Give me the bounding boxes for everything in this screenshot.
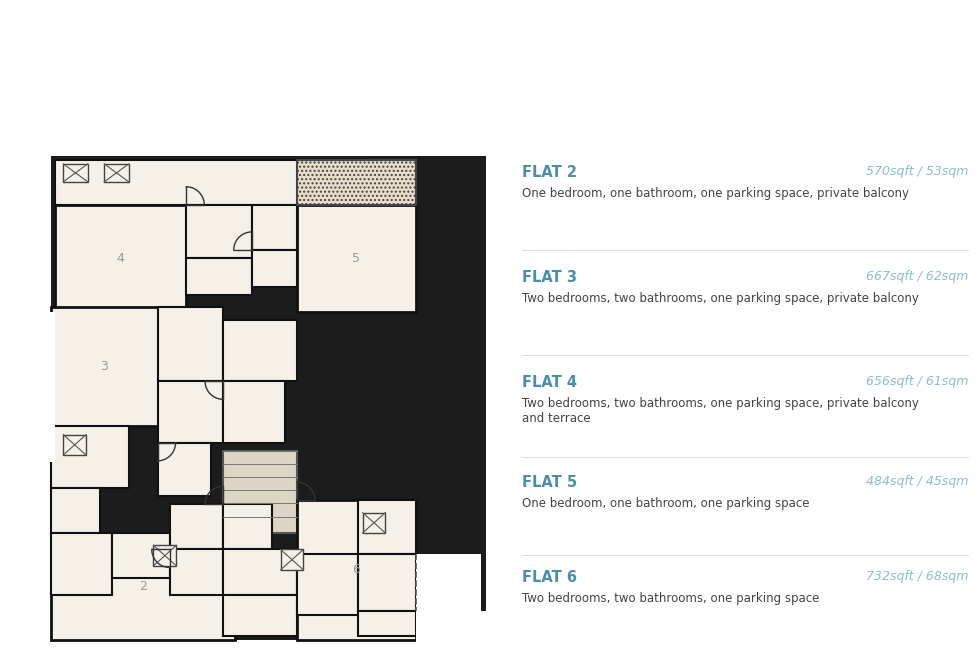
Bar: [158, 443, 211, 496]
Bar: [170, 550, 223, 595]
Bar: [223, 451, 297, 533]
Bar: [63, 434, 86, 455]
Bar: [55, 160, 363, 205]
Bar: [223, 505, 272, 550]
Bar: [223, 595, 297, 636]
Bar: [363, 512, 385, 533]
Text: 6: 6: [353, 564, 361, 576]
Text: 570sqft / 53sqm: 570sqft / 53sqm: [865, 164, 968, 178]
Bar: [252, 205, 297, 250]
Bar: [51, 533, 113, 595]
Text: FLAT 5: FLAT 5: [522, 475, 577, 490]
Bar: [297, 554, 359, 615]
Text: FLAT 6: FLAT 6: [522, 570, 577, 585]
Text: FLAT 3: FLAT 3: [522, 270, 577, 285]
Text: and terrace: and terrace: [522, 412, 591, 425]
Bar: [252, 250, 297, 287]
Bar: [51, 156, 485, 640]
Bar: [280, 550, 304, 570]
Text: Two bedrooms, two bathrooms, one parking space, private balcony: Two bedrooms, two bathrooms, one parking…: [522, 292, 919, 305]
Bar: [55, 205, 186, 312]
Bar: [297, 205, 416, 312]
Bar: [170, 505, 223, 550]
Text: 2: 2: [139, 580, 147, 593]
Bar: [158, 381, 223, 443]
Text: 732sqft / 68sqm: 732sqft / 68sqm: [865, 570, 968, 583]
Bar: [51, 488, 100, 533]
Bar: [104, 164, 128, 182]
Bar: [297, 160, 416, 205]
Bar: [51, 308, 158, 426]
Text: 5: 5: [353, 252, 361, 265]
Text: One bedroom, one bathroom, one parking space: One bedroom, one bathroom, one parking s…: [522, 497, 809, 510]
Bar: [154, 546, 176, 566]
Text: 3: 3: [100, 361, 108, 373]
Text: 667sqft / 62sqm: 667sqft / 62sqm: [865, 270, 968, 283]
Bar: [186, 258, 252, 295]
Bar: [297, 500, 416, 640]
Bar: [113, 533, 170, 578]
Bar: [0, 312, 55, 461]
Text: FLAT 4: FLAT 4: [522, 375, 577, 390]
Text: One bedroom, one bathroom, one parking space, private balcony: One bedroom, one bathroom, one parking s…: [522, 187, 909, 200]
Text: Two bedrooms, two bathrooms, one parking space: Two bedrooms, two bathrooms, one parking…: [522, 592, 819, 605]
Bar: [223, 550, 297, 595]
Bar: [359, 554, 416, 611]
Bar: [158, 308, 223, 381]
Bar: [416, 554, 481, 636]
Bar: [51, 426, 128, 488]
Bar: [63, 164, 88, 182]
Text: Two bedrooms, two bathrooms, one parking space, private balcony: Two bedrooms, two bathrooms, one parking…: [522, 397, 919, 410]
Bar: [359, 500, 416, 554]
Bar: [223, 320, 297, 381]
Text: 656sqft / 61sqm: 656sqft / 61sqm: [865, 375, 968, 388]
Bar: [51, 533, 235, 640]
Bar: [359, 611, 416, 636]
Text: 484sqft / 45sqm: 484sqft / 45sqm: [865, 475, 968, 488]
Text: 4: 4: [117, 252, 124, 265]
Text: FLAT 2: FLAT 2: [522, 164, 577, 180]
Text: Ground floor: Ground floor: [24, 25, 155, 44]
Bar: [186, 205, 252, 258]
Bar: [223, 381, 284, 443]
Bar: [416, 611, 615, 663]
